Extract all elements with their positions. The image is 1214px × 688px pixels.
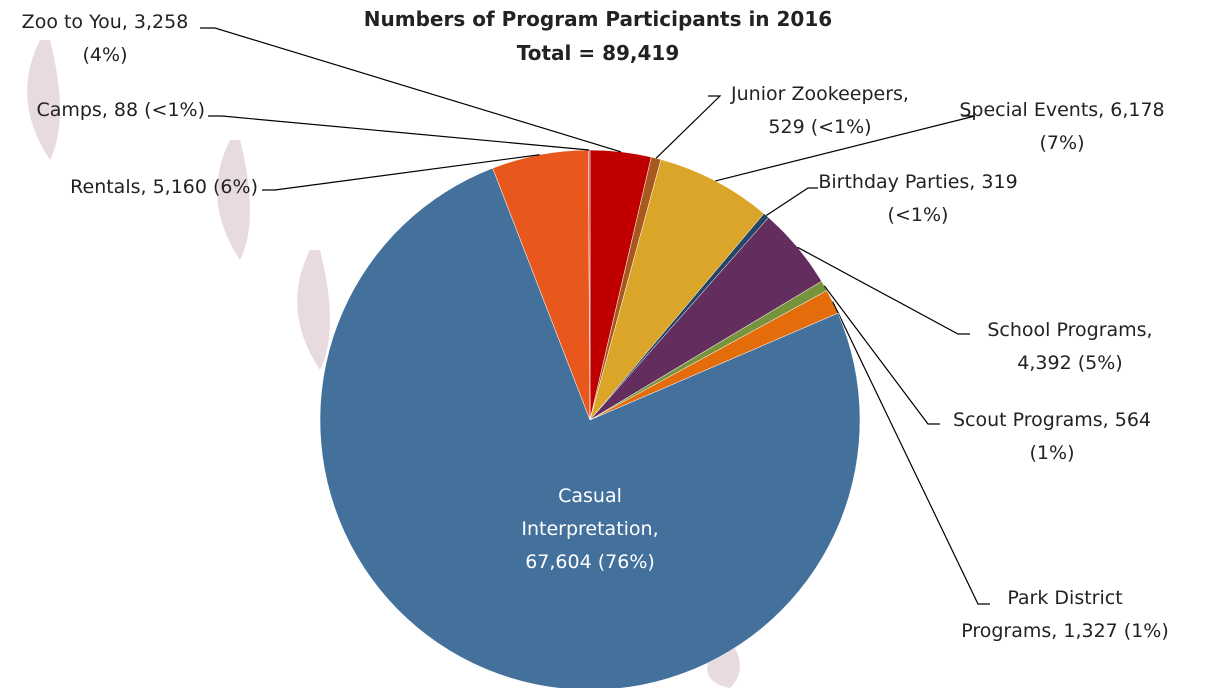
hoof-print xyxy=(27,40,60,160)
slice-label: Park District Programs, 1,327 (1%) xyxy=(961,587,1169,642)
slice-label: Rentals, 5,160 (6%) xyxy=(70,176,258,198)
leader-line xyxy=(765,187,818,216)
leader-line xyxy=(797,246,970,335)
leader-line xyxy=(262,154,540,191)
leader-line xyxy=(823,285,940,425)
chart-title: Numbers of Program Participants in 2016 xyxy=(364,7,832,31)
slice-label: Junior Zookeepers, 529 (<1%) xyxy=(730,83,909,138)
pie-slice xyxy=(319,167,861,688)
slice-label: Zoo to You, 3,258 (4%) xyxy=(22,11,189,66)
slice-label: Casual Interpretation, 67,604 (76%) xyxy=(521,485,658,573)
slice-label: Birthday Parties, 319 (<1%) xyxy=(818,171,1017,226)
chart-subtitle: Total = 89,419 xyxy=(517,41,680,65)
slice-label: Special Events, 6,178 (7%) xyxy=(959,99,1164,154)
leader-line xyxy=(832,301,990,605)
hoof-print xyxy=(297,250,330,370)
hoof-print xyxy=(217,140,250,260)
slice-label: Scout Programs, 564 (1%) xyxy=(953,409,1151,464)
leader-line xyxy=(208,115,590,151)
leader-line xyxy=(715,115,976,182)
slice-label: Camps, 88 (<1%) xyxy=(36,99,205,121)
pie-slice xyxy=(589,159,765,421)
leader-line xyxy=(655,95,722,159)
leader-line xyxy=(200,27,622,153)
slice-label: School Programs, 4,392 (5%) xyxy=(987,319,1152,374)
